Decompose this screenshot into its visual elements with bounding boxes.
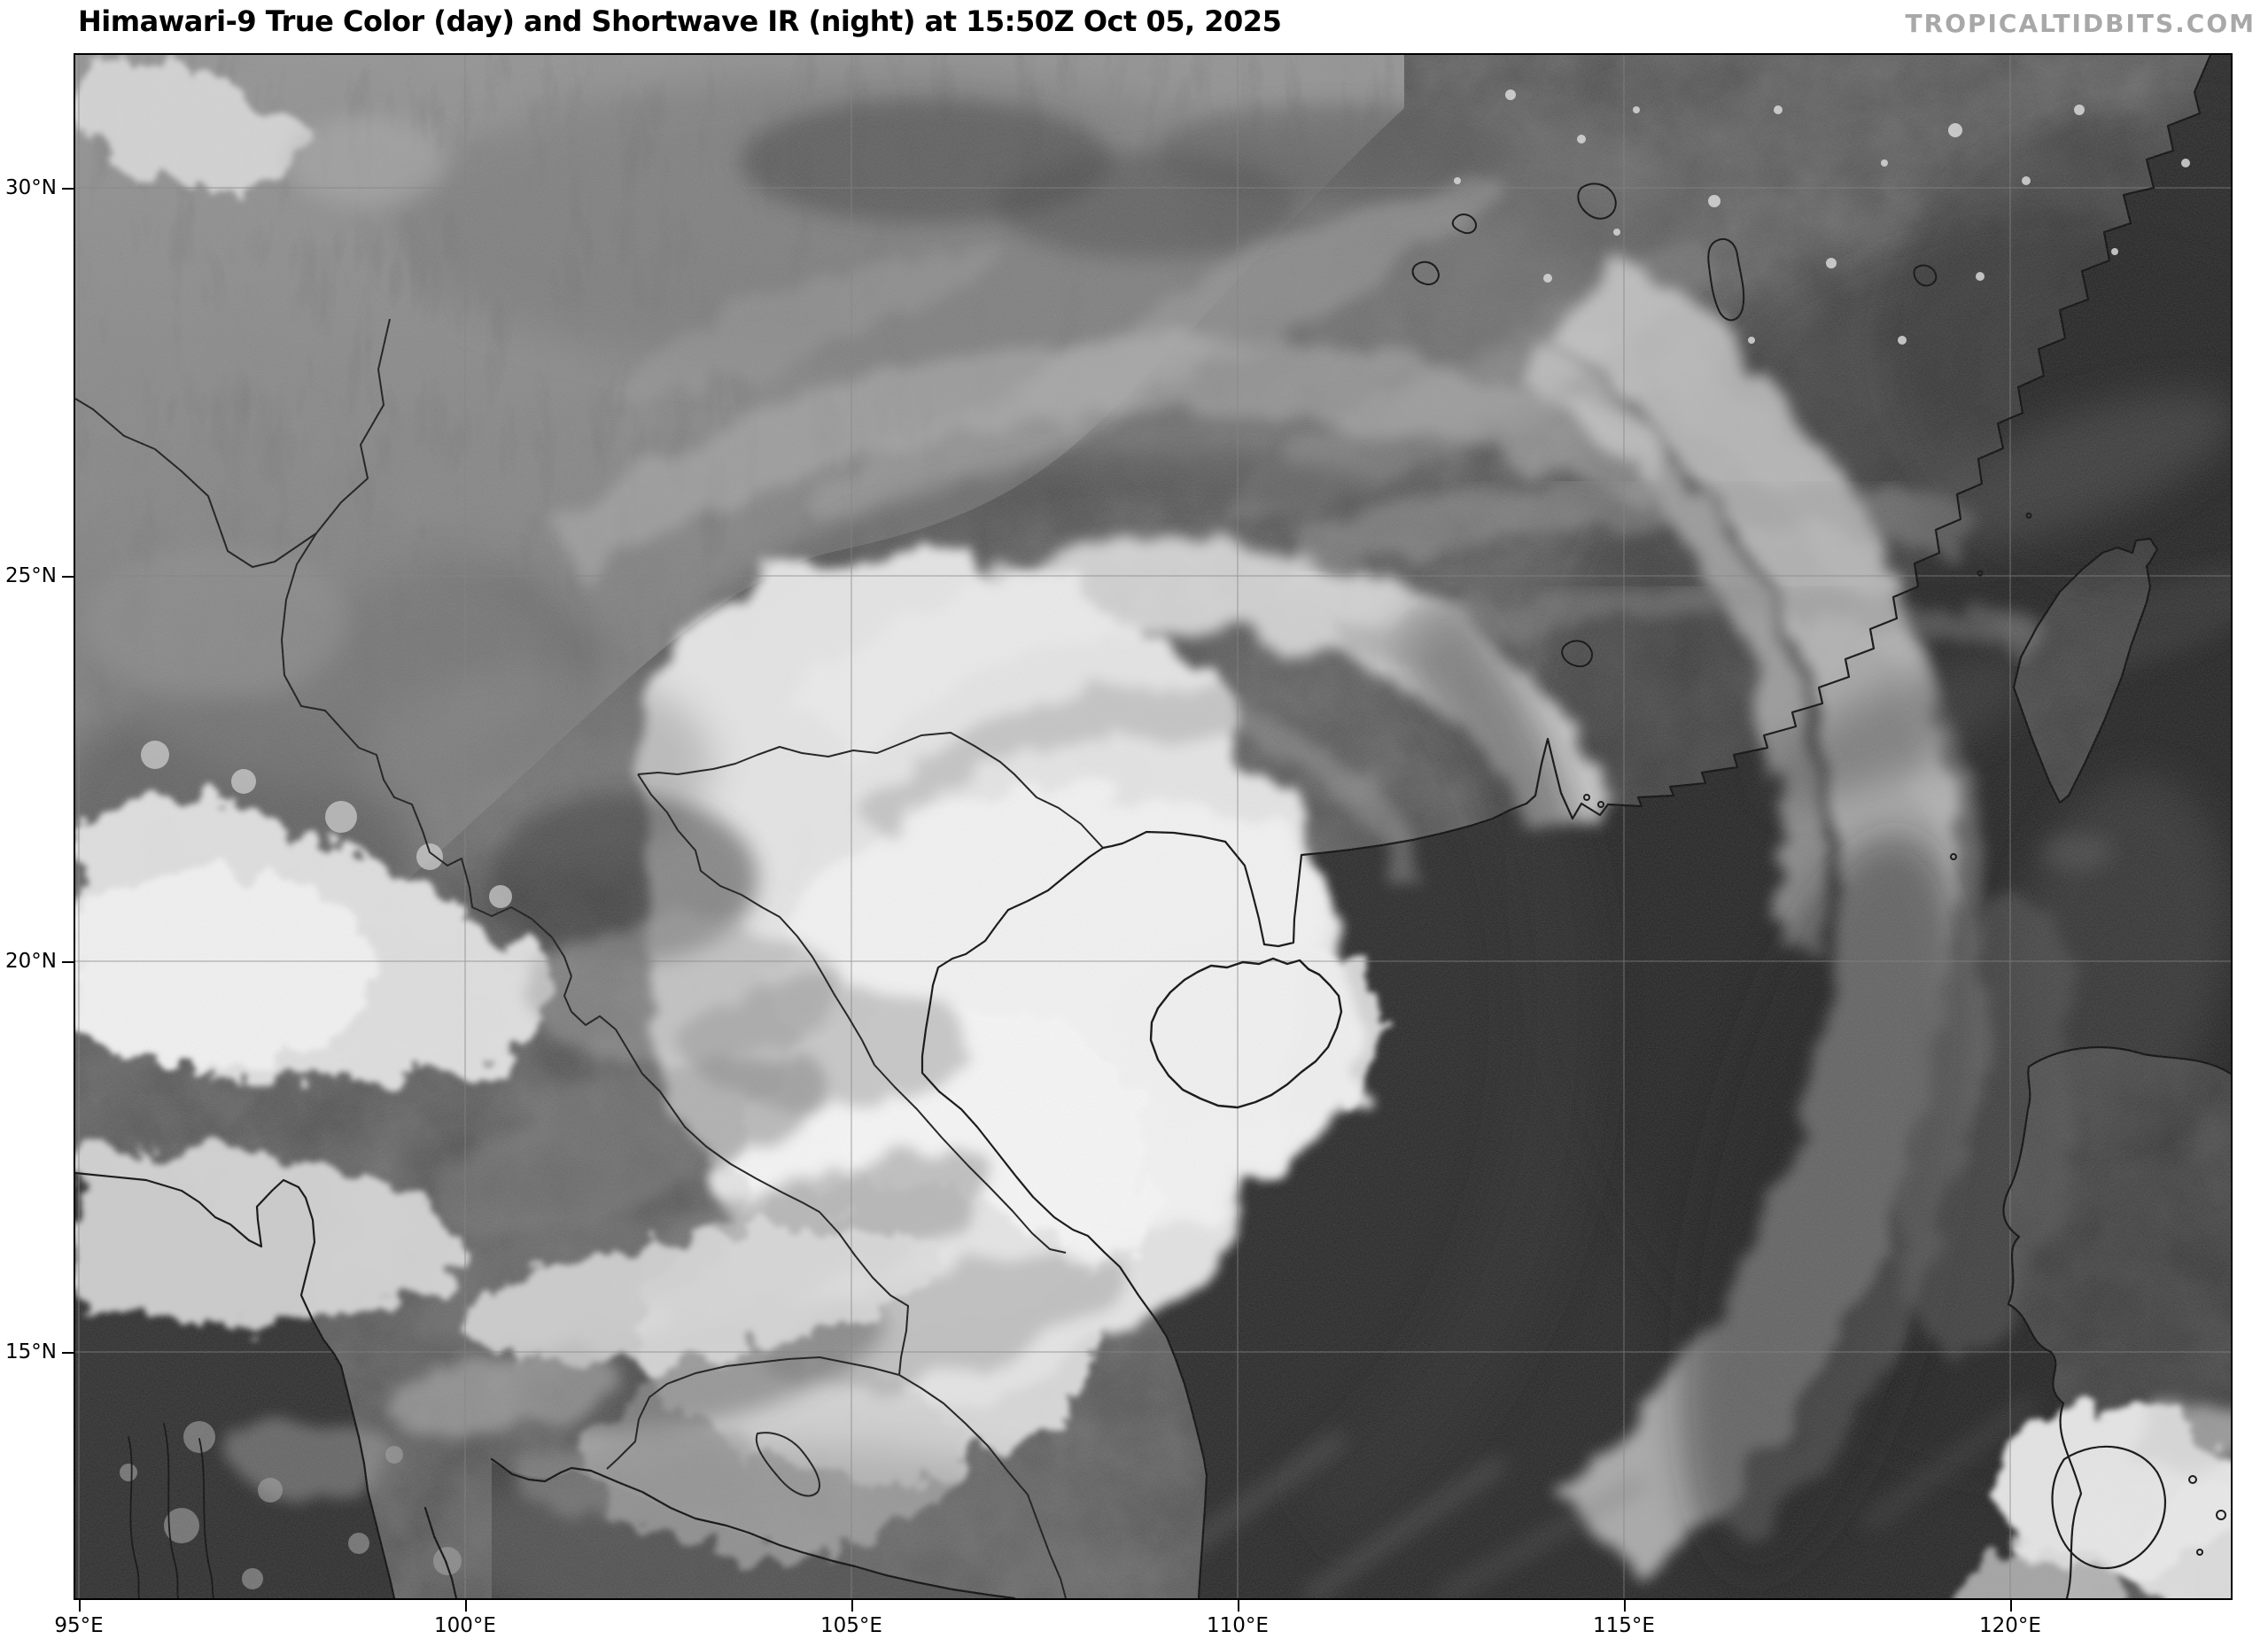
y-tick-25n	[62, 576, 74, 578]
y-axis-label-25n: 25°N	[5, 564, 57, 587]
x-tick-110e	[1238, 1600, 1239, 1612]
x-axis-label-95e: 95°E	[54, 1614, 104, 1637]
y-tick-15n	[62, 1352, 74, 1354]
x-tick-105e	[851, 1600, 853, 1612]
x-axis-label-120e: 120°E	[1979, 1614, 2041, 1637]
x-axis-label-110e: 110°E	[1207, 1614, 1269, 1637]
y-axis-label-30n: 30°N	[5, 176, 57, 199]
satellite-map	[74, 53, 2233, 1600]
x-axis-label-115e: 115°E	[1593, 1614, 1655, 1637]
y-tick-30n	[62, 188, 74, 190]
image-grain	[75, 55, 2231, 1598]
tropicaltidbits-watermark: TROPICALTIDBITS.COM	[1905, 9, 2256, 38]
x-axis-label-100e: 100°E	[434, 1614, 496, 1637]
page-title: Himawari-9 True Color (day) and Shortwav…	[78, 4, 1282, 38]
x-tick-100e	[465, 1600, 467, 1612]
x-tick-115e	[1624, 1600, 1626, 1612]
y-axis-label-15n: 15°N	[5, 1340, 57, 1363]
x-axis-label-105e: 105°E	[820, 1614, 882, 1637]
x-tick-95e	[79, 1600, 81, 1612]
y-tick-20n	[62, 961, 74, 963]
x-tick-120e	[2010, 1600, 2012, 1612]
y-axis-label-20n: 20°N	[5, 950, 57, 973]
satellite-imagery	[75, 55, 2231, 1598]
